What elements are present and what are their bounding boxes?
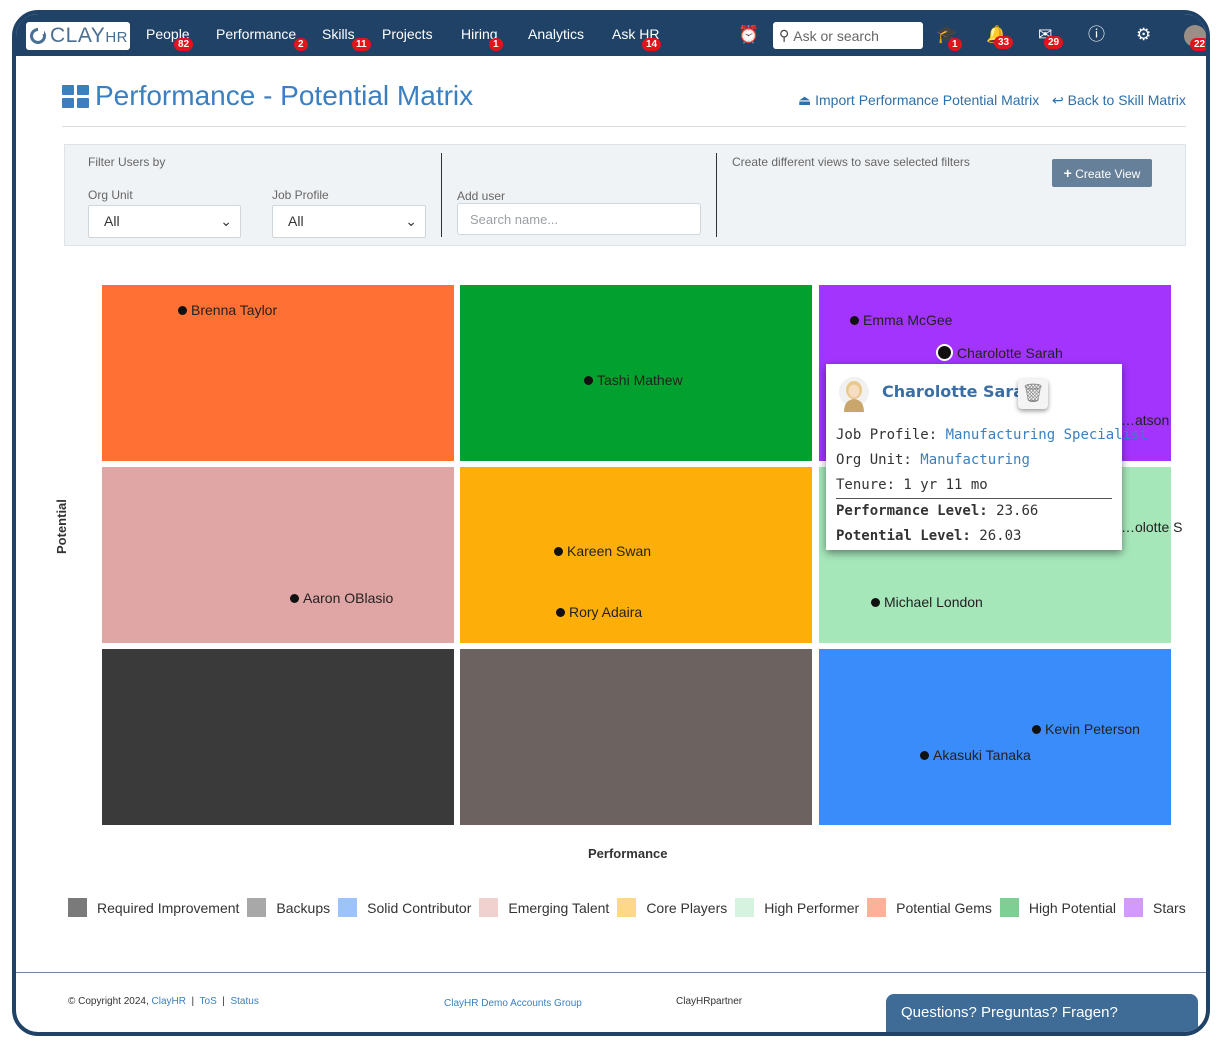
tooltip-job-profile: Job Profile: Manufacturing Specialist (836, 427, 1148, 443)
tooltip-divider (836, 498, 1112, 499)
footer-tos-link[interactable]: ToS (199, 996, 217, 1007)
footer-partner: ClayHRpartner (676, 996, 743, 1007)
upload-icon: ⏏ (798, 92, 812, 108)
create-view-button[interactable]: + Create View (1052, 159, 1152, 187)
cell-solid-contributor: Kevin Peterson Akasuki Tanaka (819, 649, 1171, 825)
footer-copyright: © Copyright 2024, ClayHR | ToS | Status (68, 996, 259, 1007)
chevron-down-icon: ⌄ (405, 213, 417, 229)
footer-clayhr-link[interactable]: ClayHR (151, 996, 186, 1007)
filter-panel: Filter Users by Org Unit All ⌄ Job Profil… (64, 144, 1186, 246)
nav-performance[interactable]: Performance 2 (216, 26, 308, 51)
matrix-legend: Required Improvement Backups Solid Contr… (68, 898, 1194, 917)
employee-avatar-icon (839, 377, 869, 412)
search-input[interactable] (793, 27, 912, 44)
legend-stars: Stars (1124, 898, 1186, 917)
person-kevin-peterson[interactable]: Kevin Peterson (1032, 721, 1140, 737)
user-avatar[interactable]: 22 (1184, 25, 1206, 51)
job-profile-label: Job Profile (272, 188, 329, 202)
legend-core-players: Core Players (617, 898, 727, 917)
views-description: Create different views to save selected … (732, 155, 970, 169)
cell-core-players: Kareen Swan Rory Adaira (460, 467, 812, 643)
search-icon: ⚲ (779, 27, 790, 43)
filter-divider (441, 153, 442, 237)
legend-required-improvement: Required Improvement (68, 898, 239, 917)
notification-bell-icon[interactable]: 🔔 33 (986, 26, 1014, 49)
nav-performance-badge: 2 (294, 38, 308, 51)
person-charolotte-sarah[interactable]: Charolotte Sarah (936, 344, 1063, 361)
page-header: Performance - Potential Matrix (62, 80, 473, 112)
trash-icon[interactable]: 🗑 (1018, 379, 1048, 409)
org-unit-label: Org Unit (88, 188, 133, 202)
filter-section-label: Filter Users by (88, 155, 166, 169)
legend-backups: Backups (247, 898, 330, 917)
settings-gear-icon[interactable]: ⚙ (1136, 25, 1152, 44)
tooltip-potential: Potential Level: 26.03 (836, 528, 1022, 544)
chevron-down-icon: ⌄ (220, 213, 232, 229)
person-aaron-oblasio[interactable]: Aaron OBlasio (290, 590, 393, 606)
nav-analytics[interactable]: Analytics (528, 26, 585, 42)
matrix-grid-icon (62, 84, 89, 108)
alarm-clock-icon[interactable]: ⏰ (738, 25, 760, 44)
cell-backups (460, 649, 812, 825)
org-unit-select[interactable]: All ⌄ (88, 205, 241, 238)
messages-mail-icon[interactable]: ✉ 29 (1038, 26, 1064, 49)
nav-ask-hr[interactable]: Ask HR 14 (612, 26, 662, 51)
person-partial-atson[interactable]: …atson (1121, 412, 1170, 428)
tooltip-performance: Performance Level: 23.66 (836, 503, 1039, 519)
help-circle-icon[interactable]: ⓘ (1088, 25, 1105, 44)
learning-cap-icon[interactable]: 🎓 1 (936, 26, 962, 51)
add-user-input[interactable] (457, 203, 701, 235)
tooltip-employee-name[interactable]: Charolotte Sarah (882, 382, 1036, 401)
filter-divider (716, 153, 717, 237)
help-chat-button[interactable]: Questions? Preguntas? Fragen? (886, 994, 1198, 1032)
nav-people-badge: 82 (174, 38, 194, 51)
person-tashi-mathew[interactable]: Tashi Mathew (584, 372, 683, 388)
legend-high-potential: High Potential (999, 898, 1116, 917)
cell-required-improvement (102, 649, 454, 825)
person-brenna-taylor[interactable]: Brenna Taylor (178, 302, 277, 318)
nav-hiring[interactable]: Hiring 1 (461, 26, 503, 51)
footer-status-link[interactable]: Status (230, 996, 259, 1007)
person-emma-mcgee[interactable]: Emma McGee (850, 312, 952, 328)
cell-potential-gems: Brenna Taylor (102, 285, 454, 461)
tooltip-tenure: Tenure: 1 yr 11 mo (836, 477, 988, 493)
nav-hiring-badge: 1 (489, 38, 503, 51)
y-axis-label: Potential (54, 499, 69, 554)
job-profile-select[interactable]: All ⌄ (272, 205, 426, 238)
footer-divider (16, 972, 1206, 973)
person-michael-london[interactable]: Michael London (871, 594, 983, 610)
nav-skills[interactable]: Skills 11 (322, 26, 371, 51)
nav-projects[interactable]: Projects (382, 26, 433, 42)
person-rory-adaira[interactable]: Rory Adaira (556, 604, 642, 620)
back-arrow-icon: ↩ (1052, 92, 1064, 108)
global-search[interactable]: ⚲ (773, 22, 923, 49)
legend-potential-gems: Potential Gems (867, 898, 992, 917)
app-frame: CLAYHR People 82 Performance 2 Skills 11… (12, 10, 1210, 1036)
back-to-skill-matrix-link[interactable]: ↩ Back to Skill Matrix (1052, 92, 1186, 108)
cell-emerging-talent: Aaron OBlasio (102, 467, 454, 643)
header-divider (62, 126, 1186, 127)
person-kareen-swan[interactable]: Kareen Swan (554, 543, 651, 559)
tooltip-org-unit: Org Unit: Manufacturing (836, 452, 1030, 468)
x-axis-label: Performance (588, 846, 668, 861)
import-matrix-link[interactable]: ⏏ Import Performance Potential Matrix (798, 92, 1040, 108)
nav-ask-hr-badge: 14 (642, 38, 662, 51)
clayhr-logo[interactable]: CLAYHR (26, 22, 130, 50)
legend-solid-contributor: Solid Contributor (338, 898, 471, 917)
legend-high-performer: High Performer (735, 898, 859, 917)
cell-high-potential: Tashi Mathew (460, 285, 812, 461)
page-title: Performance - Potential Matrix (95, 80, 474, 111)
employee-tooltip: Charolotte Sarah 🗑 Job Profile: Manufact… (826, 364, 1148, 550)
nav-people[interactable]: People 82 (146, 26, 194, 51)
plus-icon: + (1063, 165, 1072, 181)
add-user-label: Add user (457, 189, 506, 203)
nav-skills-badge: 11 (352, 38, 371, 51)
top-nav: CLAYHR People 82 Performance 2 Skills 11… (16, 14, 1206, 56)
footer-group-link[interactable]: ClayHR Demo Accounts Group (444, 998, 582, 1009)
legend-emerging-talent: Emerging Talent (479, 898, 609, 917)
person-akasuki-tanaka[interactable]: Akasuki Tanaka (920, 747, 1031, 763)
logo-mark-icon (30, 28, 46, 44)
person-partial-olotte[interactable]: …olotte S (1121, 519, 1183, 535)
